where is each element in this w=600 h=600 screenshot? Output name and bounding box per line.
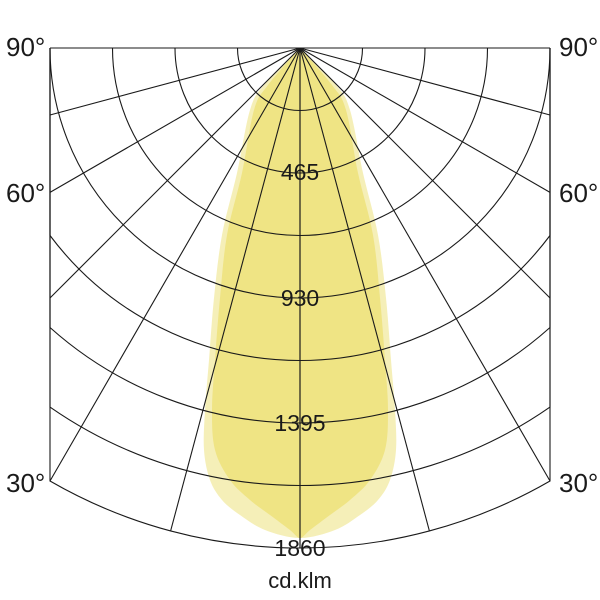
svg-text:465: 465 [281, 159, 319, 185]
svg-text:cd.klm: cd.klm [268, 568, 332, 593]
svg-text:90°: 90° [559, 32, 598, 62]
svg-text:60°: 60° [559, 178, 598, 208]
svg-text:1860: 1860 [274, 535, 325, 561]
svg-text:90°: 90° [6, 32, 45, 62]
svg-text:30°: 30° [6, 468, 45, 498]
svg-text:1395: 1395 [274, 410, 325, 436]
svg-text:30°: 30° [559, 468, 598, 498]
svg-text:930: 930 [281, 285, 319, 311]
svg-text:60°: 60° [6, 178, 45, 208]
